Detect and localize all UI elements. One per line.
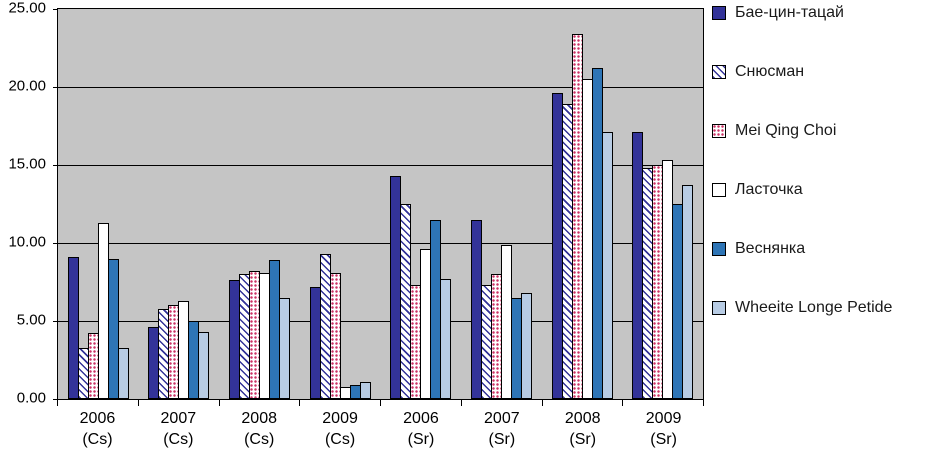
x-tick xyxy=(300,399,381,406)
bar-group xyxy=(622,9,703,399)
bar xyxy=(682,185,694,399)
plot-area xyxy=(53,8,704,400)
x-tick xyxy=(139,399,220,406)
x-tick xyxy=(462,399,543,406)
x-tick-label: 2009 (Cs) xyxy=(322,410,358,448)
x-axis-labels: 2006 (Cs) 2007 (Cs) 2008 (Cs) 2009 (Cs) 2006… xyxy=(57,406,704,451)
y-tick-mark xyxy=(53,9,58,10)
bar-groups xyxy=(58,9,703,399)
y-tick-mark xyxy=(53,165,58,166)
x-axis: 2006 (Cs) 2007 (Cs) 2008 (Cs) 2009 (Cs) 2006… xyxy=(57,399,704,451)
bar-group xyxy=(461,9,542,399)
gridline xyxy=(58,87,703,88)
x-tick xyxy=(543,399,624,406)
gridline xyxy=(58,321,703,322)
y-tick-mark xyxy=(53,321,58,322)
legend: Бае-цин-тацай Снюсман Mei Qing Choi Ласточк… xyxy=(712,4,892,317)
bar xyxy=(67,257,79,399)
legend-swatch xyxy=(712,65,726,79)
y-tick-label: 5.00 xyxy=(16,311,46,329)
bar-group xyxy=(58,9,139,399)
x-tick xyxy=(57,399,139,406)
y-tick-mark xyxy=(53,399,58,400)
gridline xyxy=(58,243,703,244)
bar xyxy=(601,132,613,399)
bar xyxy=(329,272,341,399)
y-tick-mark xyxy=(53,243,58,244)
bar-group xyxy=(219,9,300,399)
x-tick xyxy=(623,399,704,406)
legend-item: Веснянка xyxy=(712,240,892,258)
x-tick-label: 2007 (Sr) xyxy=(484,410,520,448)
legend-swatch xyxy=(712,242,726,256)
y-tick-mark xyxy=(53,87,58,88)
x-tick-label: 2007 (Cs) xyxy=(160,410,197,448)
bar xyxy=(198,331,210,399)
x-tick-label: 2008 (Cs) xyxy=(241,410,277,448)
legend-swatch xyxy=(712,124,726,138)
x-tick xyxy=(220,399,301,406)
bar xyxy=(359,381,371,399)
legend-item: Ласточка xyxy=(712,181,892,199)
x-tick-label: 2006 (Sr) xyxy=(403,410,439,448)
bar xyxy=(107,258,119,399)
bar xyxy=(279,297,291,399)
legend-label: Веснянка xyxy=(735,240,806,257)
bar xyxy=(117,347,129,399)
legend-label: Ласточка xyxy=(735,181,803,198)
legend-label: Бае-цин-тацай xyxy=(735,4,844,21)
y-axis: 0.00 5.00 10.00 15.00 20.00 25.00 xyxy=(0,0,52,407)
legend-item: Mei Qing Choi xyxy=(712,122,892,140)
legend-label: Mei Qing Choi xyxy=(735,122,837,139)
legend-item: Снюсман xyxy=(712,63,892,81)
gridline xyxy=(58,165,703,166)
y-tick-label: 20.00 xyxy=(8,77,46,95)
x-tick-label: 2006 (Cs) xyxy=(79,410,116,448)
x-axis-ticks xyxy=(57,399,704,406)
x-tick-label: 2009 (Sr) xyxy=(645,410,682,448)
legend-label: Снюсман xyxy=(735,63,805,80)
legend-swatch xyxy=(712,183,726,197)
y-tick-label: 0.00 xyxy=(16,389,46,407)
bar-group xyxy=(381,9,462,399)
y-tick-label: 10.00 xyxy=(8,233,46,251)
legend-label: Wheeite Longe Petide xyxy=(735,299,893,316)
y-tick-label: 25.00 xyxy=(8,0,46,17)
x-tick-label: 2008 (Sr) xyxy=(564,410,601,448)
legend-swatch xyxy=(712,301,726,315)
y-tick-label: 15.00 xyxy=(8,155,46,173)
bar-group xyxy=(139,9,220,399)
bar xyxy=(520,292,532,399)
x-tick xyxy=(381,399,462,406)
bar xyxy=(440,278,452,399)
legend-item: Wheeite Longe Petide xyxy=(712,299,892,317)
legend-swatch xyxy=(712,6,726,20)
bar-group xyxy=(542,9,623,399)
legend-item: Бае-цин-тацай xyxy=(712,4,892,22)
bar-group xyxy=(300,9,381,399)
